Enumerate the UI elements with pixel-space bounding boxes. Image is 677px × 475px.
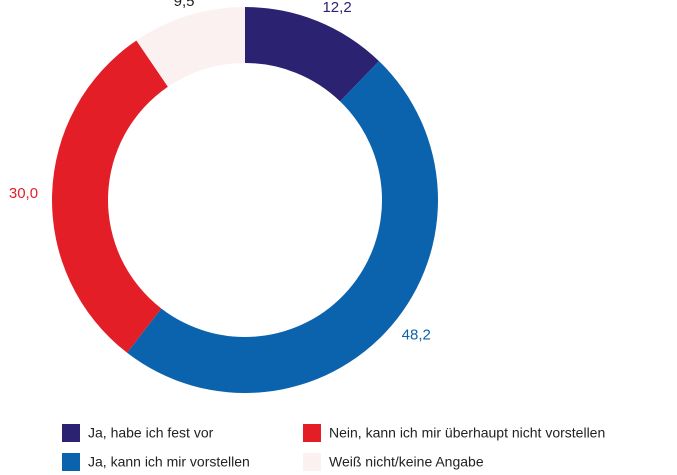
donut-slice xyxy=(136,7,245,87)
donut-slice xyxy=(245,7,379,102)
data-label: 12,2 xyxy=(322,0,351,16)
donut-slice xyxy=(52,40,168,353)
data-label: 9,5 xyxy=(174,0,195,10)
donut-slice xyxy=(127,61,438,393)
legend-label: Weiß nicht/keine Angabe xyxy=(329,454,484,470)
legend-label: Ja, habe ich fest vor xyxy=(88,425,214,441)
legend-label: Nein, kann ich mir überhaupt nicht vorst… xyxy=(329,425,605,441)
legend-swatch xyxy=(303,453,321,471)
legend-swatch xyxy=(62,453,80,471)
data-label: 48,2 xyxy=(402,326,431,343)
data-label: 30,0 xyxy=(9,185,38,202)
legend-swatch xyxy=(62,424,80,442)
legend-label: Ja, kann ich mir vorstellen xyxy=(88,454,250,470)
legend-swatch xyxy=(303,424,321,442)
